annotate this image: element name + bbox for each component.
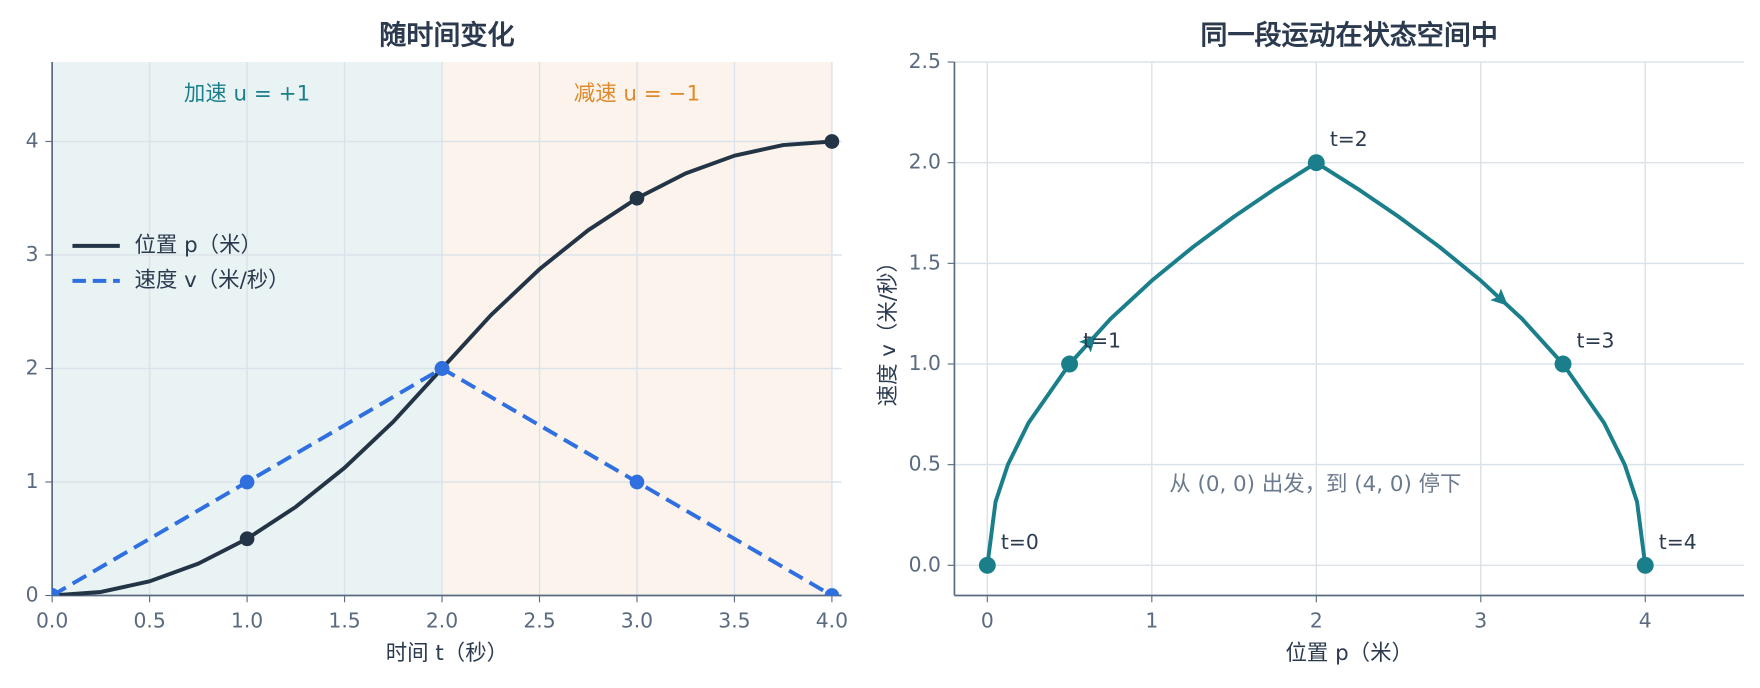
marker xyxy=(824,134,840,149)
y-tick-label: 2.5 xyxy=(909,49,941,73)
y-tick-label: 2.0 xyxy=(909,150,941,174)
x-tick-label: 4 xyxy=(1639,608,1652,632)
x-tick-label: 2.0 xyxy=(426,608,458,632)
x-axis-label: 位置 p（米） xyxy=(1285,641,1412,666)
annotation: 从 (0, 0) 出发，到 (4, 0) 停下 xyxy=(1169,472,1461,497)
state-point xyxy=(1636,556,1654,574)
x-tick-label: 1.5 xyxy=(328,608,360,632)
y-tick-label: 2 xyxy=(26,356,39,380)
y-tick-label: 1.5 xyxy=(909,250,941,274)
x-tick-label: 3.0 xyxy=(621,608,653,632)
x-tick-label: 1.0 xyxy=(231,608,263,632)
x-tick-label: 3 xyxy=(1474,608,1487,632)
y-tick-label: 1 xyxy=(26,469,39,493)
y-tick-label: 0.0 xyxy=(909,552,941,576)
point-label: t=1 xyxy=(1083,328,1121,352)
marker xyxy=(824,588,840,596)
x-tick-label: 3.5 xyxy=(718,608,750,632)
point-label: t=2 xyxy=(1330,127,1368,151)
x-axis-label: 时间 t（秒） xyxy=(386,641,508,666)
x-tick-label: 0 xyxy=(981,608,994,632)
plot-area xyxy=(52,134,840,596)
x-tick-label: 0.0 xyxy=(36,608,68,632)
x-tick-label: 1 xyxy=(1145,608,1158,632)
y-tick-label: 4 xyxy=(26,128,39,152)
state-point xyxy=(1307,154,1325,172)
legend-label: 速度 v（米/秒） xyxy=(134,268,289,293)
marker xyxy=(629,474,645,490)
y-tick-label: 3 xyxy=(26,242,39,266)
marker xyxy=(629,190,645,206)
y-tick-label: 1.0 xyxy=(909,351,941,375)
marker xyxy=(52,588,60,596)
y-tick-label: 0.5 xyxy=(909,452,941,476)
point-label: t=4 xyxy=(1659,530,1697,554)
direction-arrow xyxy=(1490,288,1508,306)
state-point xyxy=(1554,355,1572,373)
x-tick-label: 2.5 xyxy=(523,608,555,632)
state-point xyxy=(1061,355,1079,373)
y-axis-label: 速度 v（米/秒） xyxy=(876,251,901,406)
marker xyxy=(239,531,255,547)
point-label: t=3 xyxy=(1577,328,1615,352)
x-tick-label: 4.0 xyxy=(816,608,848,632)
point-label: t=0 xyxy=(1001,530,1039,554)
marker xyxy=(239,474,255,490)
state-point xyxy=(978,556,996,574)
chart-title: 同一段运动在状态空间中 xyxy=(1200,20,1498,52)
direction-arrow xyxy=(1078,334,1097,353)
y-tick-label: 0 xyxy=(26,583,39,607)
chart-title: 随时间变化 xyxy=(379,20,514,52)
marker xyxy=(434,361,450,376)
x-tick-label: 2 xyxy=(1310,608,1323,632)
panel: 加速 u = +1 减速 u = −10.0 0.5 1.0 1.5 2.0 2.5 3.0 3… xyxy=(26,20,848,666)
x-tick-label: 0.5 xyxy=(133,608,165,632)
legend-label: 位置 p（米） xyxy=(134,233,261,258)
